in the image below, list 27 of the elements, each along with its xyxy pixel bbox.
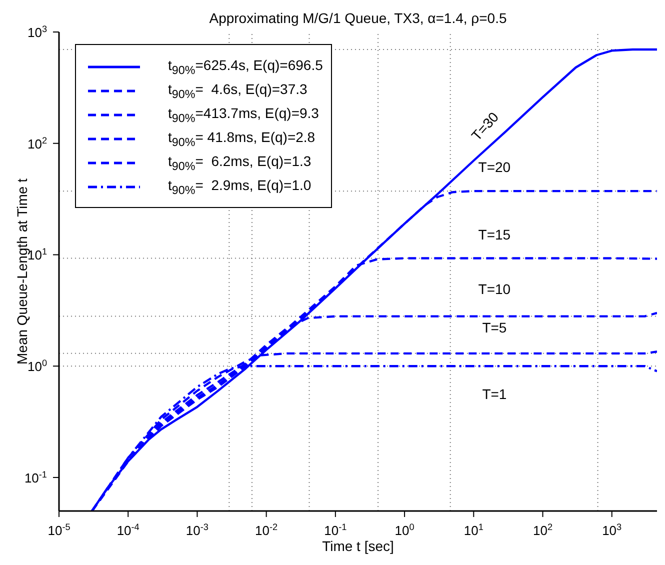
annotation: T=20: [478, 159, 511, 176]
x-tick-label: 10$^{-3}$: [186, 522, 208, 538]
x-tick-label: 10$^{-5}$: [48, 522, 70, 538]
legend-label: t$_{90%}$= 2.9ms, E(q)=1.0: [168, 177, 312, 197]
x-tick-label: 10$^{-2}$: [255, 522, 278, 538]
y-tick-label: 10$^{2}$: [27, 135, 47, 152]
y-tick-label: 10$^{0}$: [27, 358, 47, 374]
annotation: T=10: [478, 280, 511, 297]
x-axis-title: Time t [sec]: [322, 538, 394, 554]
x-tick-label: 10$^{2}$: [532, 522, 553, 538]
annotation: T=15: [478, 226, 511, 243]
legend-label: t$_{90%}$=413.7ms, E(q)=9.3: [168, 105, 319, 125]
legend-label: t$_{90%}$= 6.2ms, E(q)=1.3: [168, 153, 312, 173]
annotation: T=5: [482, 320, 507, 336]
x-tick-label: 10$^{-1}$: [324, 522, 347, 538]
legend-label: t$_{90%}$= 41.8ms, E(q)=2.8: [168, 129, 316, 149]
x-tick-label: 10$^{0}$: [394, 522, 414, 538]
x-tick-label: 10$^{1}$: [464, 522, 484, 538]
y-tick-label: 10$^{3}$: [27, 24, 47, 40]
legend-label: t$_{90%}$= 4.6s, E(q)=37.3: [168, 81, 308, 101]
x-tick-label: 10$^{3}$: [602, 522, 622, 538]
legend-label: t$_{90%}$=625.4s, E(q)=696.5: [168, 57, 323, 77]
y-tick-label: 10$^{-1}$: [24, 469, 47, 486]
annotation: T=1: [482, 386, 507, 402]
y-axis-title: Mean Queue-Length at Time t: [14, 178, 30, 364]
chart-title: Approximating M/G/1 Queue, TX3, α=1.4, ρ=0.5: [208, 10, 508, 26]
x-tick-label: 10$^{-4}$: [116, 522, 140, 538]
